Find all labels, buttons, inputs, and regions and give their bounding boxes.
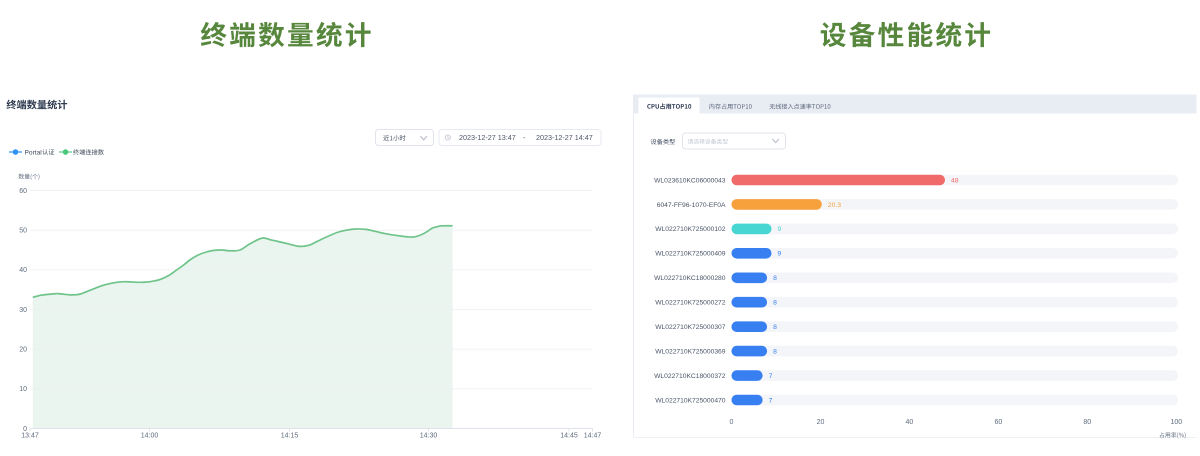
svg-text:14:47: 14:47 <box>584 433 602 440</box>
svg-text:6047-FF96-1070-EF0A: 6047-FF96-1070-EF0A <box>657 202 726 209</box>
svg-text:WL022710K725000369: WL022710K725000369 <box>655 348 726 355</box>
svg-text:13:47: 13:47 <box>21 433 39 440</box>
svg-text:WL022710KC18000280: WL022710KC18000280 <box>654 275 726 282</box>
svg-text:9: 9 <box>778 251 782 258</box>
svg-text:14:15: 14:15 <box>281 433 299 440</box>
svg-text:100: 100 <box>1170 419 1182 426</box>
svg-text:WL022710K725000470: WL022710K725000470 <box>655 397 726 404</box>
svg-text:Portal: Portal <box>25 149 43 156</box>
svg-text:0: 0 <box>23 426 27 433</box>
svg-text:20.3: 20.3 <box>828 202 841 209</box>
svg-text:60: 60 <box>19 188 27 195</box>
svg-text:14:45: 14:45 <box>560 433 578 440</box>
svg-text:14:30: 14:30 <box>420 433 438 440</box>
svg-text:8: 8 <box>773 275 777 282</box>
svg-text:2023-12-27 14:47: 2023-12-27 14:47 <box>536 133 593 142</box>
svg-text:0: 0 <box>730 419 734 426</box>
svg-text:8: 8 <box>773 324 777 331</box>
svg-text:WL022710KC18000372: WL022710KC18000372 <box>654 373 726 380</box>
svg-text:50: 50 <box>19 228 27 235</box>
svg-text:WL023610KC06000043: WL023610KC06000043 <box>654 177 726 184</box>
svg-text:WL022710K725000102: WL022710K725000102 <box>655 226 726 233</box>
svg-text:80: 80 <box>1083 419 1091 426</box>
svg-text:48: 48 <box>951 177 959 184</box>
svg-text:20: 20 <box>817 419 825 426</box>
svg-text:8: 8 <box>773 300 777 307</box>
svg-text:40: 40 <box>906 419 914 426</box>
svg-text:7: 7 <box>769 397 773 404</box>
svg-text:WL022710K725000409: WL022710K725000409 <box>655 251 726 258</box>
svg-text:WL022710K725000307: WL022710K725000307 <box>655 324 726 331</box>
svg-text:-: - <box>523 133 526 142</box>
svg-text:14:00: 14:00 <box>141 433 159 440</box>
svg-text:2023-12-27 13:47: 2023-12-27 13:47 <box>459 133 516 142</box>
svg-text:WL022710K725000272: WL022710K725000272 <box>655 300 726 307</box>
svg-text:60: 60 <box>995 419 1003 426</box>
svg-text:20: 20 <box>19 347 27 354</box>
svg-text:9: 9 <box>778 226 782 233</box>
svg-text:8: 8 <box>773 348 777 355</box>
svg-text:10: 10 <box>19 386 27 393</box>
svg-text:7: 7 <box>769 373 773 380</box>
svg-text:40: 40 <box>19 267 27 274</box>
svg-text:30: 30 <box>19 307 27 314</box>
